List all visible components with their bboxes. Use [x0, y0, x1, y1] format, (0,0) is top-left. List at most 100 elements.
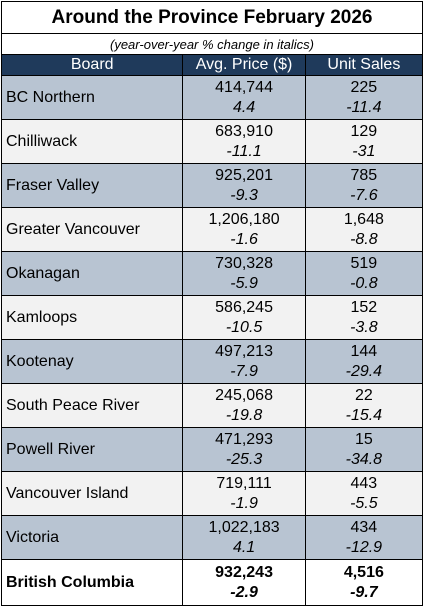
- price-cell: 932,243 -2.9: [182, 559, 306, 606]
- sales-cell: 434 -12.9: [304, 515, 424, 560]
- price-value: 414,744: [215, 78, 273, 96]
- price-change: -9.3: [230, 186, 258, 204]
- price-cell: 471,293 -25.3: [182, 427, 306, 472]
- price-value: 719,111: [216, 474, 272, 492]
- table-row: British Columbia 932,243 -2.9 4,516 -9.7: [0, 559, 424, 606]
- board-name: Victoria: [0, 515, 184, 560]
- sales-change: -29.4: [345, 362, 383, 380]
- table-row: Chilliwack 683,910 -11.1 129 -31: [0, 119, 424, 164]
- board-name: British Columbia: [0, 559, 184, 606]
- sales-value: 4,516: [343, 563, 384, 581]
- price-cell: 245,068 -19.8: [182, 383, 306, 428]
- board-name: Kamloops: [0, 295, 184, 340]
- sales-cell: 129 -31: [304, 119, 424, 164]
- sales-value: 22: [354, 386, 373, 404]
- sales-change: -0.8: [350, 274, 378, 292]
- board-name: Greater Vancouver: [0, 207, 184, 252]
- sales-value: 519: [350, 254, 378, 272]
- sales-cell: 152 -3.8: [304, 295, 424, 340]
- sales-cell: 785 -7.6: [304, 163, 424, 208]
- sales-change: -9.7: [350, 583, 378, 601]
- table-row: Fraser Valley 925,201 -9.3 785 -7.6: [0, 163, 424, 208]
- price-change: -11.1: [226, 142, 262, 160]
- sales-value: 15: [354, 430, 373, 448]
- price-value: 497,213: [215, 342, 273, 360]
- sales-value: 443: [350, 474, 378, 492]
- table-row: Vancouver Island 719,111 -1.9 443 -5.5: [0, 471, 424, 516]
- sales-cell: 15 -34.8: [304, 427, 424, 472]
- price-cell: 586,245 -10.5: [182, 295, 306, 340]
- table-row: Greater Vancouver 1,206,180 -1.6 1,648 -8.8: [0, 207, 424, 252]
- header-price: Avg. Price ($): [182, 54, 306, 76]
- price-value: 1,022,183: [208, 518, 280, 536]
- price-change: -1.6: [230, 230, 258, 248]
- price-value: 471,293: [215, 430, 273, 448]
- sales-change: -3.8: [350, 318, 378, 336]
- sales-value: 225: [350, 78, 378, 96]
- board-name: Powell River: [0, 427, 184, 472]
- sales-change: -7.6: [350, 186, 378, 204]
- sales-change: -31: [352, 142, 376, 160]
- price-cell: 730,328 -5.9: [182, 251, 306, 296]
- sales-change: -15.4: [345, 406, 383, 424]
- sales-value: 129: [350, 122, 378, 140]
- price-change: -7.9: [230, 362, 258, 380]
- table-row: South Peace River 245,068 -19.8 22 -15.4: [0, 383, 424, 428]
- board-name: South Peace River: [0, 383, 184, 428]
- price-value: 683,910: [215, 122, 273, 140]
- sales-value: 434: [350, 518, 378, 536]
- price-value: 586,245: [215, 298, 273, 316]
- board-name: BC Northern: [0, 75, 184, 120]
- sales-cell: 144 -29.4: [304, 339, 424, 384]
- sales-cell: 4,516 -9.7: [304, 559, 424, 606]
- sales-cell: 519 -0.8: [304, 251, 424, 296]
- price-change: 4.1: [232, 538, 256, 556]
- sales-change: -8.8: [350, 230, 378, 248]
- sales-value: 1,648: [343, 210, 384, 228]
- subtitle: (year-over-year % change in italics): [1, 33, 423, 55]
- sales-value: 152: [350, 298, 378, 316]
- price-cell: 1,022,183 4.1: [182, 515, 306, 560]
- table-row: Kamloops 586,245 -10.5 152 -3.8: [0, 295, 424, 340]
- price-value: 1,206,180: [208, 210, 280, 228]
- price-cell: 1,206,180 -1.6: [182, 207, 306, 252]
- table-row: Kootenay 497,213 -7.9 144 -29.4: [0, 339, 424, 384]
- sales-change: -11.4: [346, 98, 382, 116]
- price-cell: 925,201 -9.3: [182, 163, 306, 208]
- price-change: -25.3: [225, 450, 263, 468]
- table-row: Powell River 471,293 -25.3 15 -34.8: [0, 427, 424, 472]
- table-row: Victoria 1,022,183 4.1 434 -12.9: [0, 515, 424, 560]
- header-sales: Unit Sales: [304, 54, 424, 76]
- board-name: Vancouver Island: [0, 471, 184, 516]
- table-row: BC Northern 414,744 4.4 225 -11.4: [0, 75, 424, 120]
- price-cell: 497,213 -7.9: [182, 339, 306, 384]
- board-name: Okanagan: [0, 251, 184, 296]
- board-name: Fraser Valley: [0, 163, 184, 208]
- price-cell: 414,744 4.4: [182, 75, 306, 120]
- price-value: 245,068: [215, 386, 273, 404]
- price-cell: 683,910 -11.1: [182, 119, 306, 164]
- price-change: 4.4: [232, 98, 256, 116]
- board-name: Chilliwack: [0, 119, 184, 164]
- price-change: -2.9: [230, 583, 258, 601]
- sales-change: -12.9: [345, 538, 383, 556]
- price-cell: 719,111 -1.9: [182, 471, 306, 516]
- header-board: Board: [0, 54, 184, 76]
- price-change: -10.5: [225, 318, 263, 336]
- sales-cell: 225 -11.4: [304, 75, 424, 120]
- sales-cell: 443 -5.5: [304, 471, 424, 516]
- sales-cell: 1,648 -8.8: [304, 207, 424, 252]
- board-name: Kootenay: [0, 339, 184, 384]
- sales-change: -5.5: [350, 494, 378, 512]
- sales-value: 785: [350, 166, 378, 184]
- price-value: 730,328: [215, 254, 273, 272]
- price-value: 925,201: [215, 166, 273, 184]
- table-row: Okanagan 730,328 -5.9 519 -0.8: [0, 251, 424, 296]
- sales-change: -34.8: [345, 450, 383, 468]
- price-change: -19.8: [225, 406, 263, 424]
- sales-cell: 22 -15.4: [304, 383, 424, 428]
- sales-value: 144: [350, 342, 378, 360]
- price-change: -1.9: [230, 494, 258, 512]
